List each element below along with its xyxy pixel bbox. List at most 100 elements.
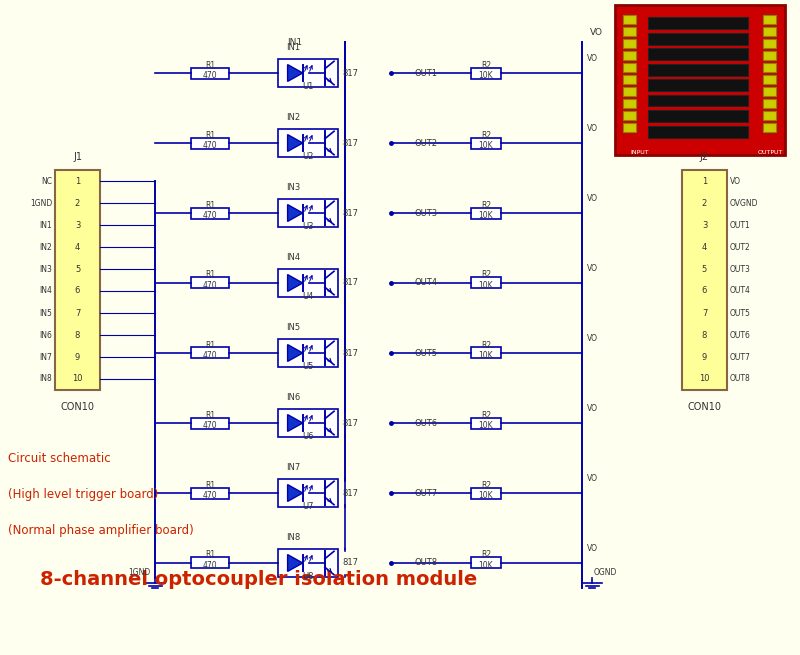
Text: OUT4: OUT4 — [730, 286, 751, 295]
Polygon shape — [288, 485, 302, 501]
Text: R2: R2 — [481, 271, 491, 280]
Text: 817: 817 — [342, 278, 358, 288]
Text: VO: VO — [587, 334, 598, 343]
Text: 3: 3 — [75, 221, 80, 229]
Text: IN6: IN6 — [39, 331, 52, 339]
Text: U4: U4 — [302, 292, 314, 301]
Bar — [763, 87, 776, 96]
Polygon shape — [288, 345, 302, 362]
Bar — [648, 17, 748, 29]
Text: OUT8: OUT8 — [414, 559, 438, 567]
Bar — [763, 15, 776, 24]
Text: 470: 470 — [202, 491, 218, 500]
Text: OUT1: OUT1 — [414, 69, 438, 77]
Bar — [623, 87, 636, 96]
Bar — [55, 170, 100, 390]
Text: OUT8: OUT8 — [730, 375, 750, 383]
Text: OUTPUT: OUTPUT — [758, 150, 782, 155]
Text: 8-channel optocoupler isolation module: 8-channel optocoupler isolation module — [40, 570, 478, 589]
Bar — [278, 59, 338, 87]
Bar — [623, 123, 636, 132]
Text: R1: R1 — [205, 200, 215, 210]
Bar — [763, 123, 776, 132]
Text: 470: 470 — [202, 421, 218, 430]
Text: 470: 470 — [202, 71, 218, 80]
Text: IN1: IN1 — [39, 221, 52, 229]
Text: INPUT: INPUT — [630, 150, 650, 155]
Text: VO: VO — [587, 124, 598, 133]
Text: 5: 5 — [702, 265, 707, 274]
Text: 10K: 10K — [478, 351, 494, 360]
Bar — [763, 99, 776, 108]
Bar — [623, 15, 636, 24]
Text: IN5: IN5 — [286, 323, 300, 332]
Polygon shape — [288, 415, 302, 432]
Text: 817: 817 — [342, 208, 358, 217]
Text: U2: U2 — [302, 152, 314, 161]
Bar — [623, 27, 636, 36]
Bar — [763, 51, 776, 60]
Text: 470: 470 — [202, 561, 218, 570]
Bar — [278, 269, 338, 297]
Bar — [278, 549, 338, 577]
Bar — [191, 417, 229, 428]
Text: R1: R1 — [205, 130, 215, 140]
Bar — [623, 99, 636, 108]
Text: 470: 470 — [202, 141, 218, 150]
Polygon shape — [288, 65, 302, 81]
Text: OUT4: OUT4 — [414, 278, 438, 288]
Text: OUT5: OUT5 — [730, 309, 751, 318]
Text: R2: R2 — [481, 481, 491, 489]
Text: VO: VO — [587, 474, 598, 483]
Text: IN7: IN7 — [286, 463, 300, 472]
Bar — [471, 417, 501, 428]
Text: IN7: IN7 — [39, 352, 52, 362]
Text: U7: U7 — [302, 502, 314, 511]
Bar — [191, 487, 229, 498]
Text: 817: 817 — [342, 138, 358, 147]
Text: 470: 470 — [202, 281, 218, 290]
Text: 817: 817 — [342, 69, 358, 77]
Text: R1: R1 — [205, 341, 215, 350]
Bar — [278, 129, 338, 157]
Bar — [648, 110, 748, 122]
Bar — [471, 278, 501, 288]
Text: 1: 1 — [702, 176, 707, 185]
Bar — [763, 27, 776, 36]
Text: 10K: 10K — [478, 421, 494, 430]
Bar — [191, 138, 229, 149]
Text: IN1: IN1 — [286, 43, 300, 52]
Bar — [471, 138, 501, 149]
Bar — [763, 111, 776, 120]
Text: U3: U3 — [302, 222, 314, 231]
Text: OUT5: OUT5 — [414, 348, 438, 358]
Bar — [191, 278, 229, 288]
Text: R2: R2 — [481, 341, 491, 350]
Bar — [471, 67, 501, 79]
Bar — [278, 339, 338, 367]
Text: R1: R1 — [205, 481, 215, 489]
Bar — [471, 487, 501, 498]
Bar — [623, 75, 636, 84]
Text: OUT2: OUT2 — [730, 242, 750, 252]
Bar — [471, 208, 501, 219]
Text: IN5: IN5 — [39, 309, 52, 318]
Text: OUT6: OUT6 — [414, 419, 438, 428]
Bar — [648, 79, 748, 91]
Polygon shape — [288, 204, 302, 221]
Text: IN4: IN4 — [286, 253, 300, 262]
Bar — [623, 39, 636, 48]
Text: 6: 6 — [702, 286, 707, 295]
Bar — [763, 75, 776, 84]
Text: J2: J2 — [700, 152, 709, 162]
Text: IN4: IN4 — [39, 286, 52, 295]
Bar — [648, 126, 748, 138]
Text: 1: 1 — [75, 176, 80, 185]
Text: 4: 4 — [75, 242, 80, 252]
Text: CON10: CON10 — [687, 402, 722, 412]
Text: R1: R1 — [205, 271, 215, 280]
Text: VO: VO — [587, 404, 598, 413]
Text: OGND: OGND — [594, 568, 618, 577]
Text: 7: 7 — [75, 309, 80, 318]
Text: 1GND: 1GND — [128, 568, 150, 577]
